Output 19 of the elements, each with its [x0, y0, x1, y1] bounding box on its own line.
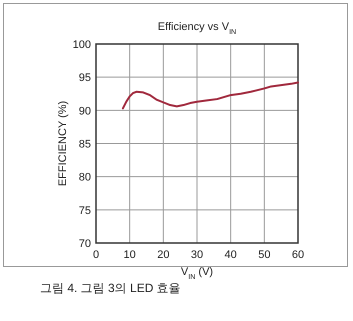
x-tick-label: 40 [224, 249, 237, 261]
x-tick-label: 0 [92, 249, 100, 261]
chart-title: Efficiency vs V$_{IN}$ [158, 21, 236, 36]
x-axis-title: V$_{IN}$ (V) [180, 266, 214, 281]
x-tick-label: 30 [190, 249, 204, 261]
y-tick-label: 80 [78, 172, 91, 184]
y-tick-label: 95 [78, 72, 91, 84]
y-tick-label: 75 [78, 204, 91, 217]
y-tick-label: 70 [78, 238, 91, 250]
y-tick-label: 90 [78, 105, 91, 118]
line-series [122, 81, 299, 110]
caption: 그림 4. 그림 3의 LED 효율 [40, 281, 181, 295]
y-tick-label: 85 [78, 138, 91, 150]
x-tick-label: 60 [292, 249, 304, 261]
x-tick-label: 20 [157, 249, 170, 261]
y-axis-title: EFFICIENCY (%) [57, 100, 69, 186]
x-tick-label: 50 [258, 249, 270, 261]
y-tick-label: 100 [72, 39, 91, 51]
x-tick-label: 10 [124, 249, 136, 261]
